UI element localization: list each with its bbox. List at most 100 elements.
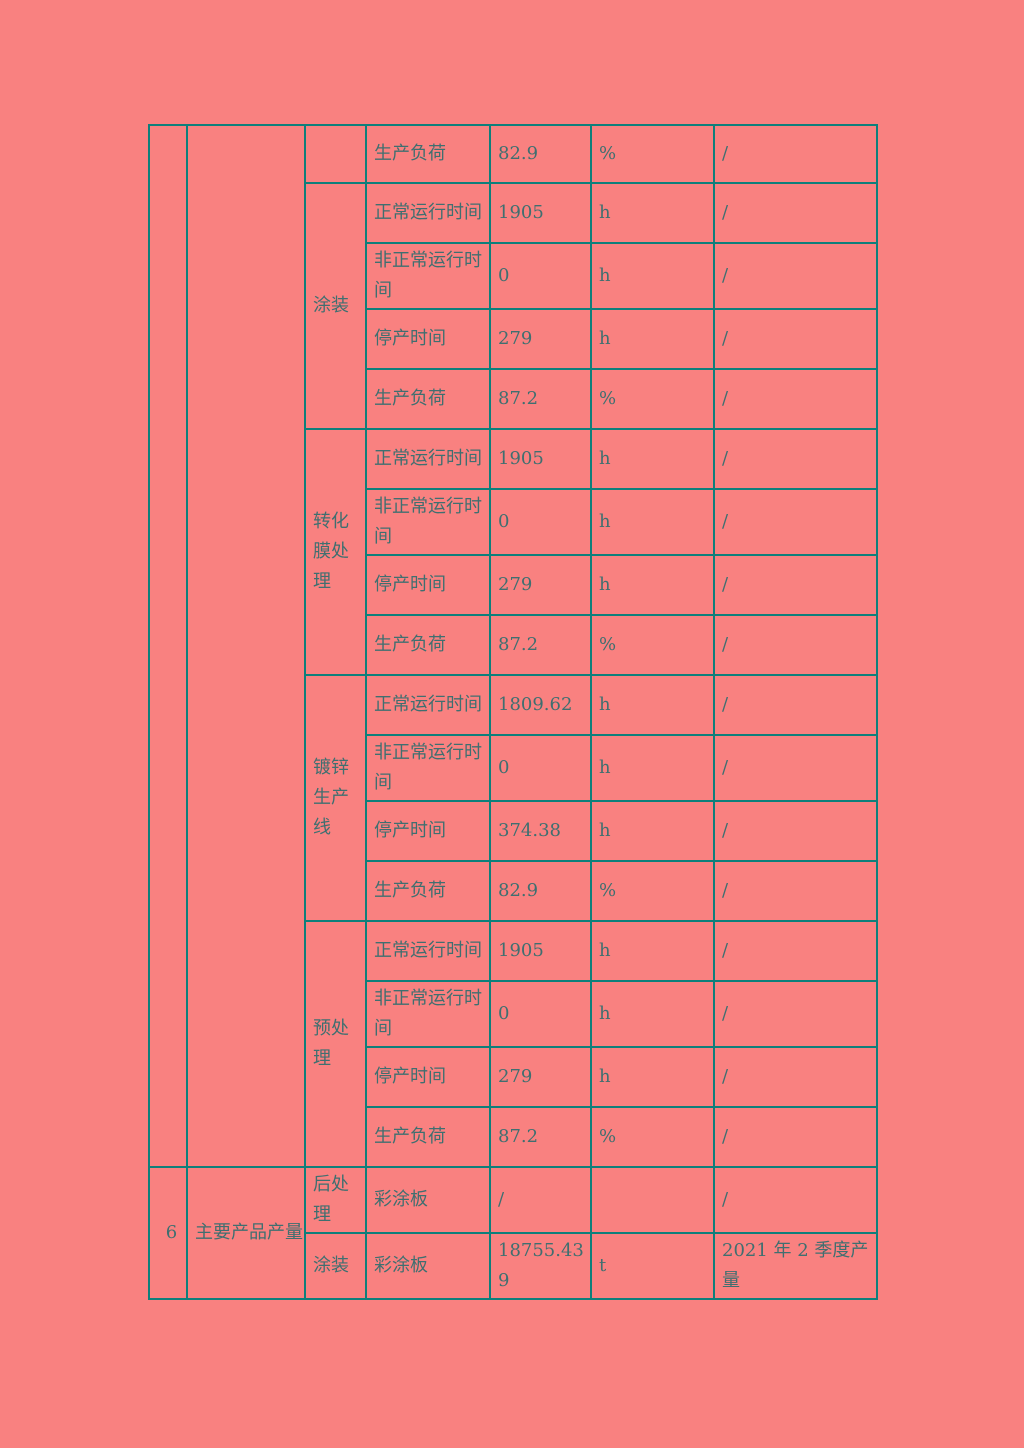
remark-cell: / [713, 182, 878, 244]
metric-cell: 停产时间 [365, 308, 491, 370]
value-cell: 279 [489, 554, 592, 616]
table-row: 非正常运行时间 0 h / [149, 488, 878, 556]
table-row: 停产时间 279 h / [149, 554, 878, 616]
table-row: 非正常运行时间 0 h / [149, 980, 878, 1048]
unit-cell: h [590, 734, 715, 802]
remark-cell: 2021 年 2 季度产量 [713, 1232, 878, 1300]
metric-cell: 生产负荷 [365, 124, 491, 184]
remark-cell: / [713, 800, 878, 862]
table-row: 生产负荷 82.9 % / [148, 124, 878, 1168]
remark-cell: / [713, 980, 878, 1048]
value-cell: 87.2 [489, 614, 592, 676]
remark-cell: / [713, 860, 878, 922]
remark-cell: / [713, 554, 878, 616]
remark-cell: / [713, 920, 878, 982]
value-cell: 0 [489, 242, 592, 310]
unit-cell: % [590, 614, 715, 676]
remark-cell: / [713, 242, 878, 310]
metric-cell: 停产时间 [365, 1046, 491, 1108]
metric-cell: 生产负荷 [365, 860, 491, 922]
unit-cell: % [590, 124, 715, 184]
unit-cell: h [590, 308, 715, 370]
value-cell: 87.2 [489, 368, 592, 430]
unit-cell: h [590, 800, 715, 862]
value-cell: / [489, 1166, 592, 1234]
metric-cell: 非正常运行时间 [365, 488, 491, 556]
metric-cell: 停产时间 [365, 554, 491, 616]
value-cell: 1905 [489, 920, 592, 982]
remark-cell: / [713, 674, 878, 736]
unit-cell: % [590, 1106, 715, 1168]
serial-number-cell: 6 [148, 1166, 188, 1300]
value-cell: 374.38 [489, 800, 592, 862]
line-name-cell: 涂装 [304, 1232, 367, 1300]
value-cell: 87.2 [489, 1106, 592, 1168]
metric-cell: 正常运行时间 [365, 674, 491, 736]
value-cell: 1905 [489, 182, 592, 244]
product-name-cell: 彩涂板 [365, 1232, 491, 1300]
table-row: 涂装 正常运行时间 1905 h / [149, 182, 878, 430]
unit-cell: h [590, 554, 715, 616]
remark-cell: / [713, 428, 878, 490]
metric-cell: 生产负荷 [365, 1106, 491, 1168]
metric-cell: 非正常运行时间 [365, 980, 491, 1048]
table-row: 非正常运行时间 0 h / [149, 734, 878, 802]
remark-cell: / [713, 1166, 878, 1234]
metric-cell: 正常运行时间 [365, 920, 491, 982]
table-row: 预处理 正常运行时间 1905 h / [149, 920, 878, 1168]
unit-cell: h [590, 674, 715, 736]
unit-cell: h [590, 1046, 715, 1108]
table-row: 生产负荷 87.2 % / [149, 368, 878, 430]
remark-cell: / [713, 368, 878, 430]
category-name-cell: 主要产品产量 [186, 1166, 306, 1300]
metric-cell: 正常运行时间 [365, 182, 491, 244]
value-cell: 0 [489, 980, 592, 1048]
metric-cell: 非正常运行时间 [365, 242, 491, 310]
table-row: 停产时间 374.38 h / [149, 800, 878, 862]
table-row: 生产负荷 87.2 % / [149, 614, 878, 676]
table-row: 6 主要产品产量 后处理 彩涂板 / / [148, 1166, 878, 1300]
value-cell: 18755.439 [489, 1232, 592, 1300]
remark-cell: / [713, 308, 878, 370]
unit-cell: t [590, 1232, 715, 1300]
unit-cell [590, 1166, 715, 1234]
value-cell: 0 [489, 488, 592, 556]
metric-cell: 生产负荷 [365, 368, 491, 430]
remark-cell: / [713, 734, 878, 802]
remark-cell: / [713, 614, 878, 676]
production-report-table: 生产负荷 82.9 % / 涂装 正常运行时间 1905 h / 非正常运行时间… [148, 124, 878, 1300]
remark-cell: / [713, 124, 878, 184]
value-cell: 82.9 [489, 124, 592, 184]
value-cell: 279 [489, 308, 592, 370]
value-cell: 1905 [489, 428, 592, 490]
unit-cell: h [590, 920, 715, 982]
unit-cell: h [590, 980, 715, 1048]
table-row: 涂装 彩涂板 18755.439 t 2021 年 2 季度产量 [149, 1232, 878, 1300]
unit-cell: h [590, 488, 715, 556]
table-row: 停产时间 279 h / [149, 308, 878, 370]
unit-cell: % [590, 368, 715, 430]
metric-cell: 非正常运行时间 [365, 734, 491, 802]
metric-cell: 正常运行时间 [365, 428, 491, 490]
category-continuation-cell [186, 124, 306, 1168]
unit-cell: h [590, 428, 715, 490]
metric-cell: 停产时间 [365, 800, 491, 862]
value-cell: 82.9 [489, 860, 592, 922]
unit-cell: h [590, 242, 715, 310]
table-row: 生产负荷 82.9 % / [149, 860, 878, 922]
unit-cell: h [590, 182, 715, 244]
table-row: 停产时间 279 h / [149, 1046, 878, 1108]
table-row: 转化膜处理 正常运行时间 1905 h / [149, 428, 878, 676]
remark-cell: / [713, 488, 878, 556]
remark-cell: / [713, 1046, 878, 1108]
line-name-cell: 后处理 [304, 1166, 367, 1234]
line-name-cell: 转化膜处理 [304, 428, 367, 676]
table-row: 生产负荷 87.2 % / [149, 1106, 878, 1168]
table-row: 镀锌生产线 正常运行时间 1809.62 h / [149, 674, 878, 922]
table-row: 非正常运行时间 0 h / [149, 242, 878, 310]
line-continuation-cell [304, 124, 367, 184]
line-name-cell: 预处理 [304, 920, 367, 1168]
value-cell: 1809.62 [489, 674, 592, 736]
line-name-cell: 涂装 [304, 182, 367, 430]
